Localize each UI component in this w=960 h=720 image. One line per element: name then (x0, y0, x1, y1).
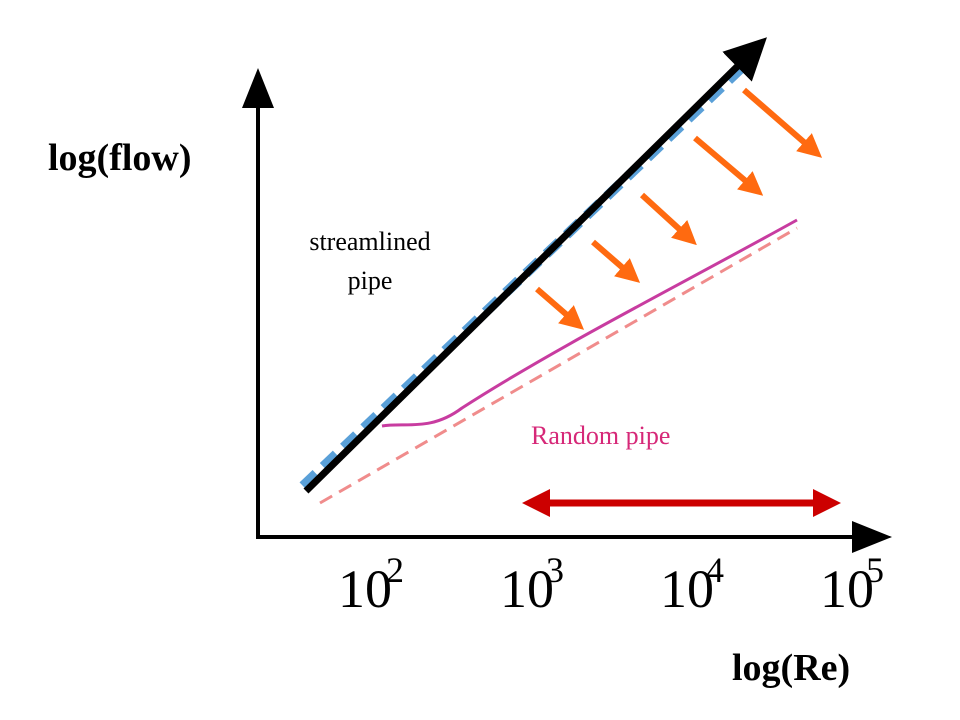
random-pipe-curve (381, 218, 798, 428)
shift-arrows (535, 87, 823, 330)
streamlined-label-line2: pipe (348, 266, 393, 295)
shift-arrow (693, 135, 764, 196)
tick-label: 10 5 (820, 550, 884, 619)
tick-exponent: 5 (866, 550, 884, 590)
shift-arrow (742, 87, 823, 158)
y-axis-label: log(flow) (48, 137, 192, 179)
tick-label: 10 4 (660, 550, 724, 619)
streamlined-label-line1: streamlined (309, 227, 430, 256)
tick-base: 10 (338, 559, 392, 619)
tick-base: 10 (820, 559, 874, 619)
random-pipe-asymptote (319, 226, 798, 505)
tick-exponent: 3 (546, 550, 564, 590)
shift-arrow (591, 239, 641, 283)
tick-base: 10 (660, 559, 714, 619)
streamlined-pipe-line (303, 37, 767, 494)
tick-base: 10 (500, 559, 554, 619)
tick-label: 10 2 (338, 550, 404, 619)
shift-arrow (639, 192, 697, 246)
tick-exponent: 2 (386, 550, 404, 590)
x-axis-label: log(Re) (732, 647, 850, 689)
tick-exponent: 4 (706, 550, 724, 590)
random-pipe-label: Random pipe (531, 421, 670, 450)
shift-arrow (535, 286, 585, 330)
tick-label: 10 3 (500, 550, 564, 619)
